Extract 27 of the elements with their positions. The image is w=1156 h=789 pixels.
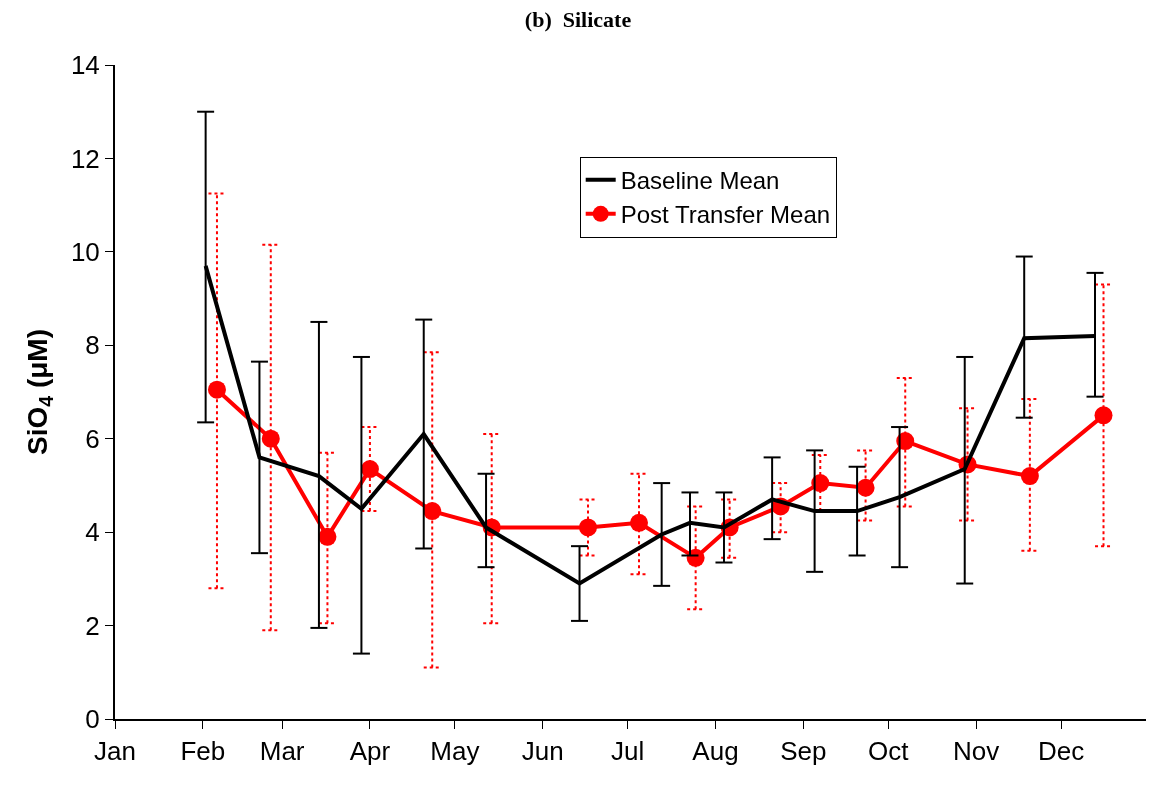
x-tick-label: Sep: [780, 736, 827, 767]
x-tick-label: Jul: [611, 736, 645, 767]
y-tick-label: 10: [70, 236, 100, 267]
y-tick-label: 4: [85, 517, 100, 548]
x-tick-label: Jun: [521, 736, 564, 767]
y-tick-label: 6: [85, 423, 100, 454]
x-tick-label: Aug: [692, 736, 739, 767]
y-tick-label: 14: [70, 50, 100, 81]
y-tick-label: 2: [85, 610, 100, 641]
point: [630, 513, 648, 532]
point: [1094, 406, 1113, 425]
x-tick-label: May: [430, 736, 480, 767]
point: [1020, 467, 1039, 486]
x-tick-label: Mar: [259, 736, 305, 767]
x-tick-label: Dec: [1037, 736, 1085, 767]
x-tick-label: Oct: [868, 736, 910, 767]
point: [579, 518, 598, 537]
x-tick-label: Feb: [180, 736, 226, 767]
x-tick-label: Nov: [952, 736, 1000, 767]
legend-label: Baseline Mean: [620, 167, 780, 195]
legend-label: Post Transfer Mean: [620, 201, 831, 229]
y-tick-label: 0: [85, 704, 100, 735]
chart-title: (b) Silicate: [524, 7, 632, 33]
x-tick-label: Jan: [94, 736, 136, 767]
x-tick-label: Apr: [349, 736, 391, 767]
y-tick-label: 8: [85, 330, 100, 361]
y-tick-label: 12: [70, 143, 100, 174]
